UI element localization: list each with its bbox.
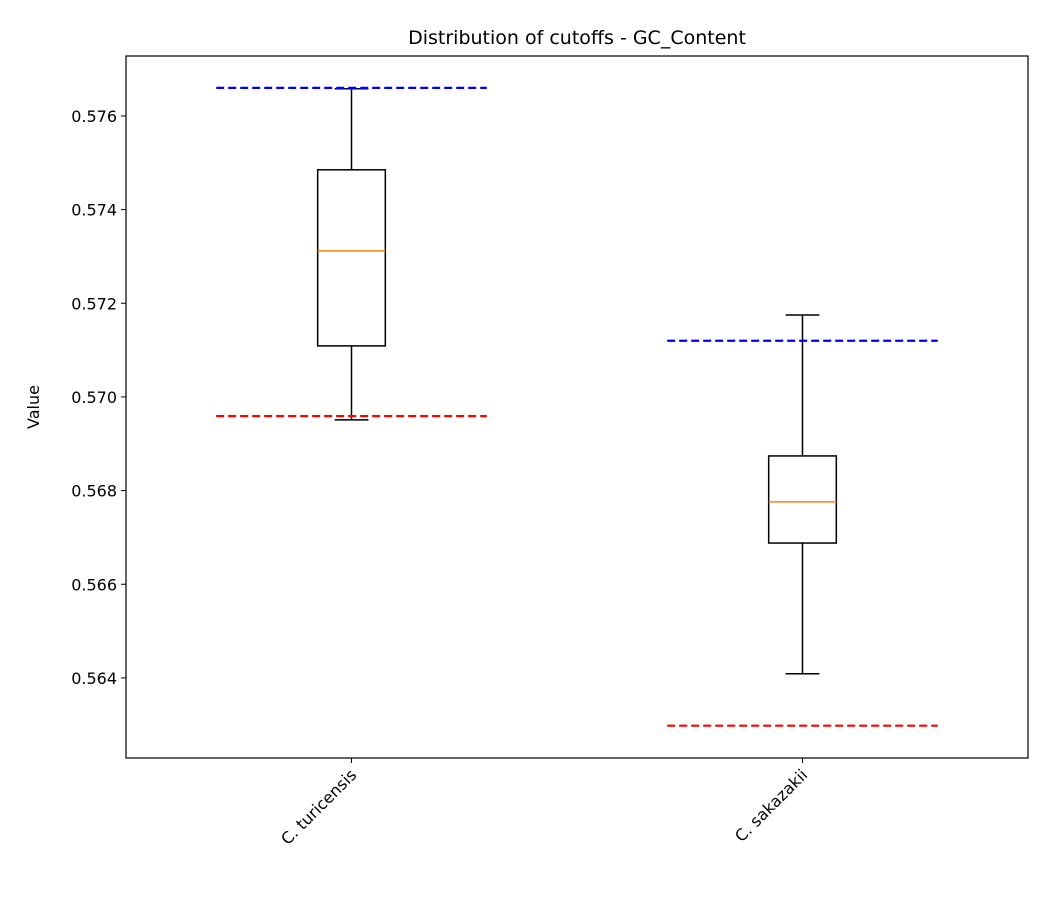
- y-axis-label: Value: [24, 385, 43, 429]
- y-tick-label: 0.574: [71, 201, 117, 220]
- y-tick-label: 0.570: [71, 388, 117, 407]
- y-tick-label: 0.566: [71, 575, 117, 594]
- y-tick-label: 0.572: [71, 294, 117, 313]
- y-tick-label: 0.576: [71, 107, 117, 126]
- plot-area-frame: [125, 55, 1029, 759]
- x-tick-label: C. sakazakii: [731, 765, 811, 845]
- box-group-1: [216, 86, 487, 421]
- box-group-2: [667, 314, 938, 727]
- chart-title: Distribution of cutoffs - GC_Content: [408, 27, 746, 49]
- x-tick-label: C. turicensis: [277, 765, 360, 848]
- y-tick-label: 0.568: [71, 482, 117, 501]
- y-tick-label: 0.564: [71, 669, 117, 688]
- box: [316, 169, 387, 347]
- box: [767, 455, 838, 544]
